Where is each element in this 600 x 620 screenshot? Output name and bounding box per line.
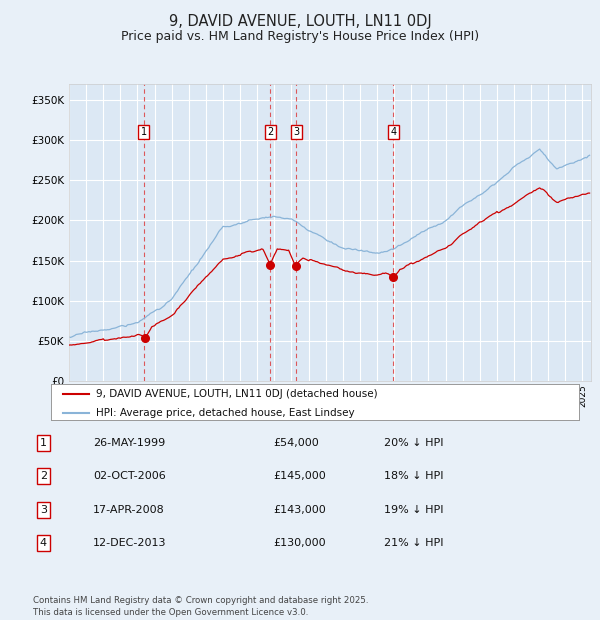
Text: 1: 1: [40, 438, 47, 448]
Text: 18% ↓ HPI: 18% ↓ HPI: [384, 471, 443, 481]
Text: Price paid vs. HM Land Registry's House Price Index (HPI): Price paid vs. HM Land Registry's House …: [121, 30, 479, 43]
Text: £130,000: £130,000: [273, 538, 326, 548]
Text: £143,000: £143,000: [273, 505, 326, 515]
Text: 21% ↓ HPI: 21% ↓ HPI: [384, 538, 443, 548]
Text: 9, DAVID AVENUE, LOUTH, LN11 0DJ (detached house): 9, DAVID AVENUE, LOUTH, LN11 0DJ (detach…: [96, 389, 377, 399]
Text: 3: 3: [293, 127, 299, 137]
Text: 02-OCT-2006: 02-OCT-2006: [93, 471, 166, 481]
Text: 12-DEC-2013: 12-DEC-2013: [93, 538, 167, 548]
Text: 4: 4: [40, 538, 47, 548]
Text: 2: 2: [267, 127, 273, 137]
Text: Contains HM Land Registry data © Crown copyright and database right 2025.
This d: Contains HM Land Registry data © Crown c…: [33, 596, 368, 617]
Text: 1: 1: [141, 127, 147, 137]
Text: HPI: Average price, detached house, East Lindsey: HPI: Average price, detached house, East…: [96, 408, 355, 418]
Text: 20% ↓ HPI: 20% ↓ HPI: [384, 438, 443, 448]
Text: 17-APR-2008: 17-APR-2008: [93, 505, 165, 515]
Text: 26-MAY-1999: 26-MAY-1999: [93, 438, 165, 448]
Text: £54,000: £54,000: [273, 438, 319, 448]
Text: £145,000: £145,000: [273, 471, 326, 481]
Text: 3: 3: [40, 505, 47, 515]
Text: 4: 4: [390, 127, 397, 137]
Text: 19% ↓ HPI: 19% ↓ HPI: [384, 505, 443, 515]
Text: 2: 2: [40, 471, 47, 481]
Text: 9, DAVID AVENUE, LOUTH, LN11 0DJ: 9, DAVID AVENUE, LOUTH, LN11 0DJ: [169, 14, 431, 29]
